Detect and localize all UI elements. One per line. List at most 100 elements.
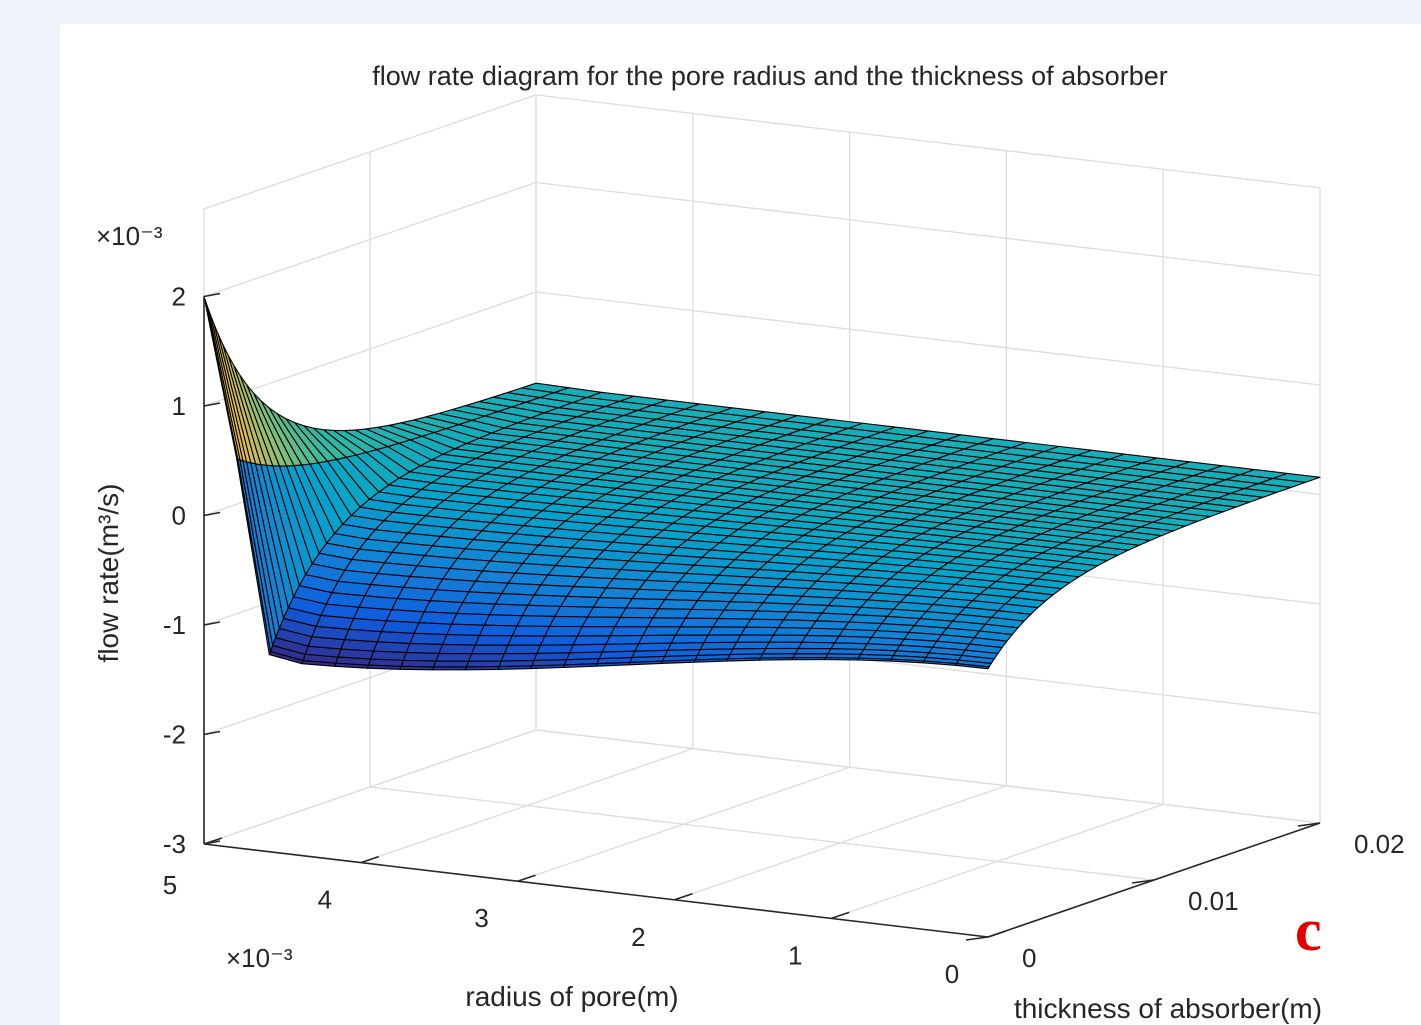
surface-face	[605, 634, 644, 645]
surface-face	[609, 626, 649, 637]
surface-face	[464, 666, 500, 671]
surface-face	[642, 626, 681, 637]
y-tick	[1297, 822, 1321, 827]
surface-face	[576, 626, 616, 637]
surface-face	[494, 592, 535, 606]
surface-face	[413, 622, 453, 636]
surface-face	[468, 653, 505, 662]
surface-face	[595, 661, 631, 667]
surface-face	[619, 607, 660, 619]
x-tick	[203, 837, 223, 845]
x-axis-label: radius of pore(m)	[465, 981, 678, 1012]
surface-face	[581, 616, 621, 628]
surface-face	[530, 664, 565, 670]
surface-face	[772, 627, 812, 637]
surface-face	[745, 618, 785, 629]
surface-face	[572, 635, 611, 646]
surface-face	[732, 641, 770, 650]
surface-face	[758, 657, 794, 661]
surface-face	[660, 659, 696, 665]
surface-face	[432, 666, 467, 671]
surface-face	[801, 634, 840, 644]
surface-face	[507, 635, 546, 646]
x-tick-label: 0	[945, 959, 959, 989]
surface-face	[824, 657, 859, 661]
x-tick-label: 3	[474, 903, 488, 933]
surface-face	[856, 657, 892, 662]
y-tick-label: 0	[1022, 943, 1036, 973]
surface-face	[750, 610, 790, 621]
surface-face	[707, 626, 747, 636]
x-scale-label: ×10⁻³	[226, 943, 293, 973]
surface-face	[544, 625, 583, 637]
surface-face	[765, 641, 803, 650]
surface-face	[693, 658, 729, 663]
surface-face	[402, 651, 440, 662]
figure: 2 1 0 -1 -2 -3 5 4 3 2 1 0 0 0.01 0.02 flow rate diagra…	[60, 24, 1421, 1025]
surface-face	[438, 643, 476, 655]
surface-face	[497, 665, 533, 670]
surface-face	[474, 634, 513, 646]
surface-mesh	[203, 295, 1321, 671]
surface-face	[735, 634, 774, 643]
surface-face	[527, 594, 568, 607]
surface-face	[586, 606, 627, 618]
surface-face	[797, 641, 836, 650]
surface-face	[726, 657, 761, 662]
surface-face	[451, 612, 491, 626]
surface-face	[647, 617, 687, 628]
x-tick	[517, 874, 536, 882]
surface-face	[562, 663, 598, 669]
x-tick-label: 2	[631, 922, 645, 952]
y-tick	[965, 936, 989, 941]
surface-face	[511, 625, 551, 637]
x-tick	[987, 930, 1007, 938]
x-tick	[830, 911, 850, 920]
z-tick	[203, 730, 221, 736]
x-tick-label: 5	[163, 870, 177, 900]
surface-plot: 2 1 0 -1 -2 -3 5 4 3 2 1 0 0 0.01 0.02 flow rate diagra…	[93, 61, 1405, 1024]
surface-face	[791, 657, 827, 661]
surface-face	[446, 623, 485, 636]
z-tick-label: 0	[172, 501, 186, 531]
surface-face	[777, 619, 817, 629]
surface-face	[503, 644, 542, 655]
x-tick	[674, 893, 693, 901]
surface-face	[652, 608, 692, 619]
surface-face	[684, 608, 725, 620]
z-tick-label: 2	[172, 282, 186, 312]
surface-face	[768, 634, 807, 643]
z-tick-label: 1	[172, 391, 186, 421]
surface-face	[456, 602, 496, 616]
surface-face	[471, 644, 509, 655]
surface-face	[483, 614, 523, 627]
surface-face	[516, 615, 556, 627]
surface-face	[805, 627, 845, 637]
surface-face	[462, 591, 503, 605]
surface-face	[637, 634, 676, 645]
surface-face	[409, 632, 448, 645]
y-tick	[1131, 879, 1155, 884]
surface-face	[441, 634, 480, 646]
z-tick	[203, 621, 221, 626]
surface-face	[405, 642, 444, 654]
surface-face	[399, 665, 435, 671]
surface-face	[717, 609, 758, 620]
z-tick	[203, 292, 221, 298]
surface-face	[433, 660, 470, 668]
x-tick	[360, 855, 380, 864]
z-axis-label: flow rate(m³/s)	[93, 484, 124, 663]
z-tick-label: -1	[163, 610, 186, 640]
panel-label: c	[1295, 897, 1322, 963]
surface-face	[762, 647, 799, 655]
chart-title: flow rate diagram for the pore radius an…	[372, 61, 1167, 91]
z-tick-label: -2	[163, 720, 186, 750]
x-tick-label: 1	[788, 940, 802, 970]
surface-face	[488, 603, 529, 617]
surface-face	[366, 664, 402, 670]
surface-face	[614, 616, 654, 628]
surface-face	[792, 653, 829, 659]
z-tick	[203, 511, 221, 517]
y-axis-label: thickness of absorber(m)	[1014, 993, 1322, 1024]
surface-face	[740, 626, 779, 636]
